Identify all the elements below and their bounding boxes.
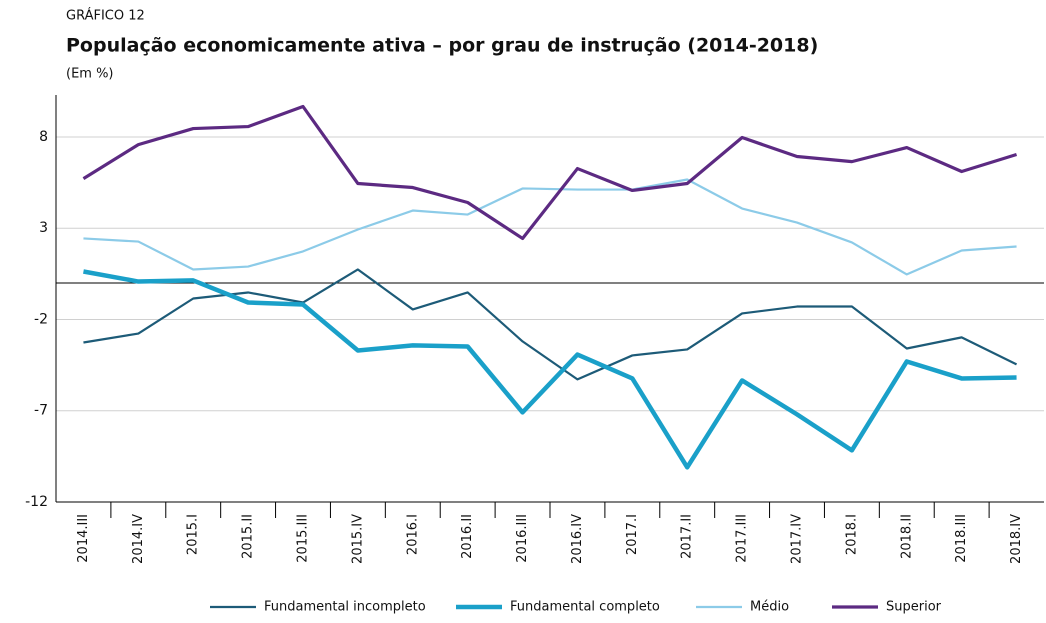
x-tick-label: 2018.I xyxy=(844,514,859,555)
x-tick-label: 2015.III xyxy=(296,514,311,563)
x-tick-label: 2016.IV xyxy=(570,514,585,564)
y-tick-label: -7 xyxy=(34,403,48,419)
series-line xyxy=(82,104,1018,241)
x-tick-label: 2014.III xyxy=(76,514,91,563)
x-tick-label: 2017.IV xyxy=(790,514,805,564)
series-line xyxy=(83,178,1017,276)
x-tick-label: 2017.III xyxy=(735,514,750,563)
y-tick-label: 8 xyxy=(39,129,48,145)
series-line xyxy=(83,268,1018,381)
y-tick-label: -12 xyxy=(25,494,48,510)
x-tick-label: 2018.III xyxy=(954,514,969,563)
x-tick-label: 2018.II xyxy=(899,514,914,559)
legend-label: Fundamental completo xyxy=(510,600,660,615)
x-tick-label: 2016.III xyxy=(515,514,530,563)
chart-title: População economicamente ativa – por gra… xyxy=(66,35,818,57)
legend-label: Fundamental incompleto xyxy=(264,600,426,615)
x-tick-label: 2016.I xyxy=(405,514,420,555)
y-tick-label: -2 xyxy=(34,311,48,327)
legend-label: Médio xyxy=(750,600,789,615)
legend-label: Superior xyxy=(886,600,942,615)
x-tick-label: 2016.II xyxy=(460,514,475,559)
x-tick-label: 2015.II xyxy=(241,514,256,559)
chart-subtitle: (Em %) xyxy=(66,67,114,82)
x-tick-label: 2017.I xyxy=(625,514,640,555)
x-tick-label: 2014.IV xyxy=(131,514,146,564)
y-tick-label: 3 xyxy=(39,220,48,236)
series-line xyxy=(83,269,1017,470)
x-tick-label: 2018.IV xyxy=(1009,514,1024,564)
x-tick-label: 2015.IV xyxy=(350,514,365,564)
x-tick-label: 2015.I xyxy=(186,514,201,555)
x-tick-label: 2017.II xyxy=(680,514,695,559)
chart-label: GRÁFICO 12 xyxy=(66,8,145,24)
